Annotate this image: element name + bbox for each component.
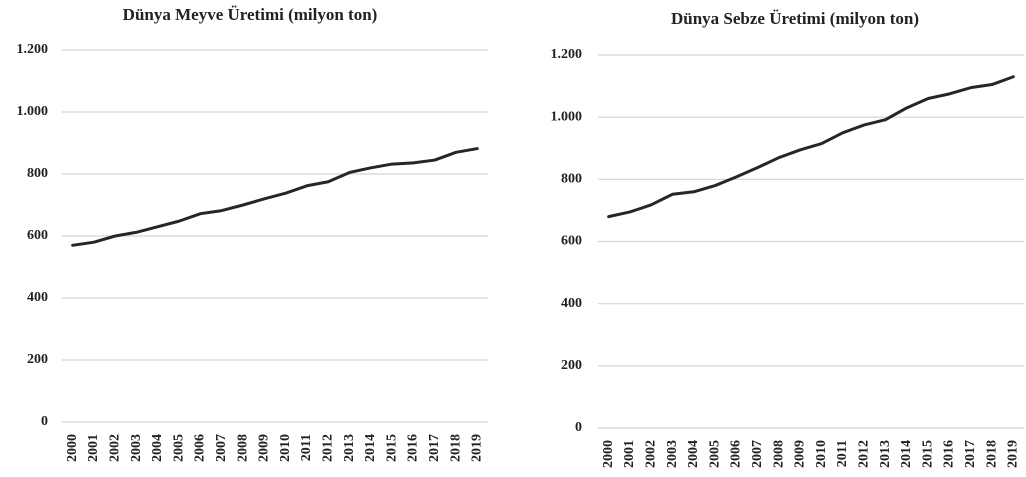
y-tick-label: 800 (27, 166, 48, 181)
x-tick-label: 2008 (235, 434, 250, 462)
x-tick-label: 2016 (942, 440, 957, 468)
x-tick-label: 2012 (320, 434, 335, 462)
x-tick-label: 2007 (214, 434, 229, 462)
x-tick-label: 2000 (601, 440, 616, 468)
x-tick-label: 2011 (299, 434, 314, 461)
x-tick-label: 2005 (707, 440, 722, 468)
x-tick-label: 2014 (363, 434, 378, 462)
line-series (607, 75, 1015, 219)
x-tick-label: 2004 (686, 440, 701, 468)
y-tick-label: 600 (561, 234, 582, 249)
x-tick-label: 2015 (920, 440, 935, 468)
x-tick-label: 2004 (150, 434, 165, 462)
x-tick-label: 2017 (963, 440, 978, 468)
x-tick-label: 2006 (193, 434, 208, 462)
x-tick-label: 2003 (665, 440, 680, 468)
x-tick-label: 2007 (750, 440, 765, 468)
y-tick-label: 400 (561, 296, 582, 311)
x-tick-label: 2005 (171, 434, 186, 462)
x-tick-label: 2001 (622, 440, 637, 468)
y-tick-label: 1.000 (17, 104, 49, 119)
x-tick-label: 2002 (643, 440, 658, 468)
y-tick-label: 200 (561, 358, 582, 373)
x-tick-label: 2014 (899, 440, 914, 468)
x-tick-label: 2003 (129, 434, 144, 462)
x-tick-label: 2012 (856, 440, 871, 468)
x-tick-label: 2018 (984, 440, 999, 468)
y-tick-label: 0 (41, 414, 48, 429)
x-tick-label: 2019 (1006, 440, 1021, 468)
x-tick-label: 2017 (427, 434, 442, 462)
x-tick-label: 2015 (384, 434, 399, 462)
y-tick-label: 200 (27, 352, 48, 367)
x-tick-label: 2010 (814, 440, 829, 468)
x-tick-label: 2018 (448, 434, 463, 462)
y-tick-label: 1.000 (551, 109, 583, 124)
y-tick-label: 1.200 (17, 42, 49, 57)
line-series (71, 147, 479, 247)
chart-title: Dünya Sebze Üretimi (milyon ton) (671, 9, 919, 28)
x-tick-label: 2013 (878, 440, 893, 468)
x-tick-label: 2011 (835, 440, 850, 467)
chart-title: Dünya Meyve Üretimi (milyon ton) (123, 5, 378, 24)
y-tick-label: 0 (575, 420, 582, 435)
x-tick-label: 2002 (107, 434, 122, 462)
y-tick-label: 400 (27, 290, 48, 305)
x-tick-label: 2013 (342, 434, 357, 462)
x-tick-label: 2009 (793, 440, 808, 468)
x-tick-label: 2010 (278, 434, 293, 462)
x-tick-label: 2009 (257, 434, 272, 462)
x-tick-label: 2019 (470, 434, 485, 462)
y-tick-label: 800 (561, 172, 582, 187)
x-tick-label: 2016 (406, 434, 421, 462)
x-tick-label: 2001 (86, 434, 101, 462)
x-tick-label: 2008 (771, 440, 786, 468)
y-tick-label: 1.200 (551, 47, 583, 62)
x-tick-label: 2006 (729, 440, 744, 468)
x-tick-label: 2000 (65, 434, 80, 462)
y-tick-label: 600 (27, 228, 48, 243)
